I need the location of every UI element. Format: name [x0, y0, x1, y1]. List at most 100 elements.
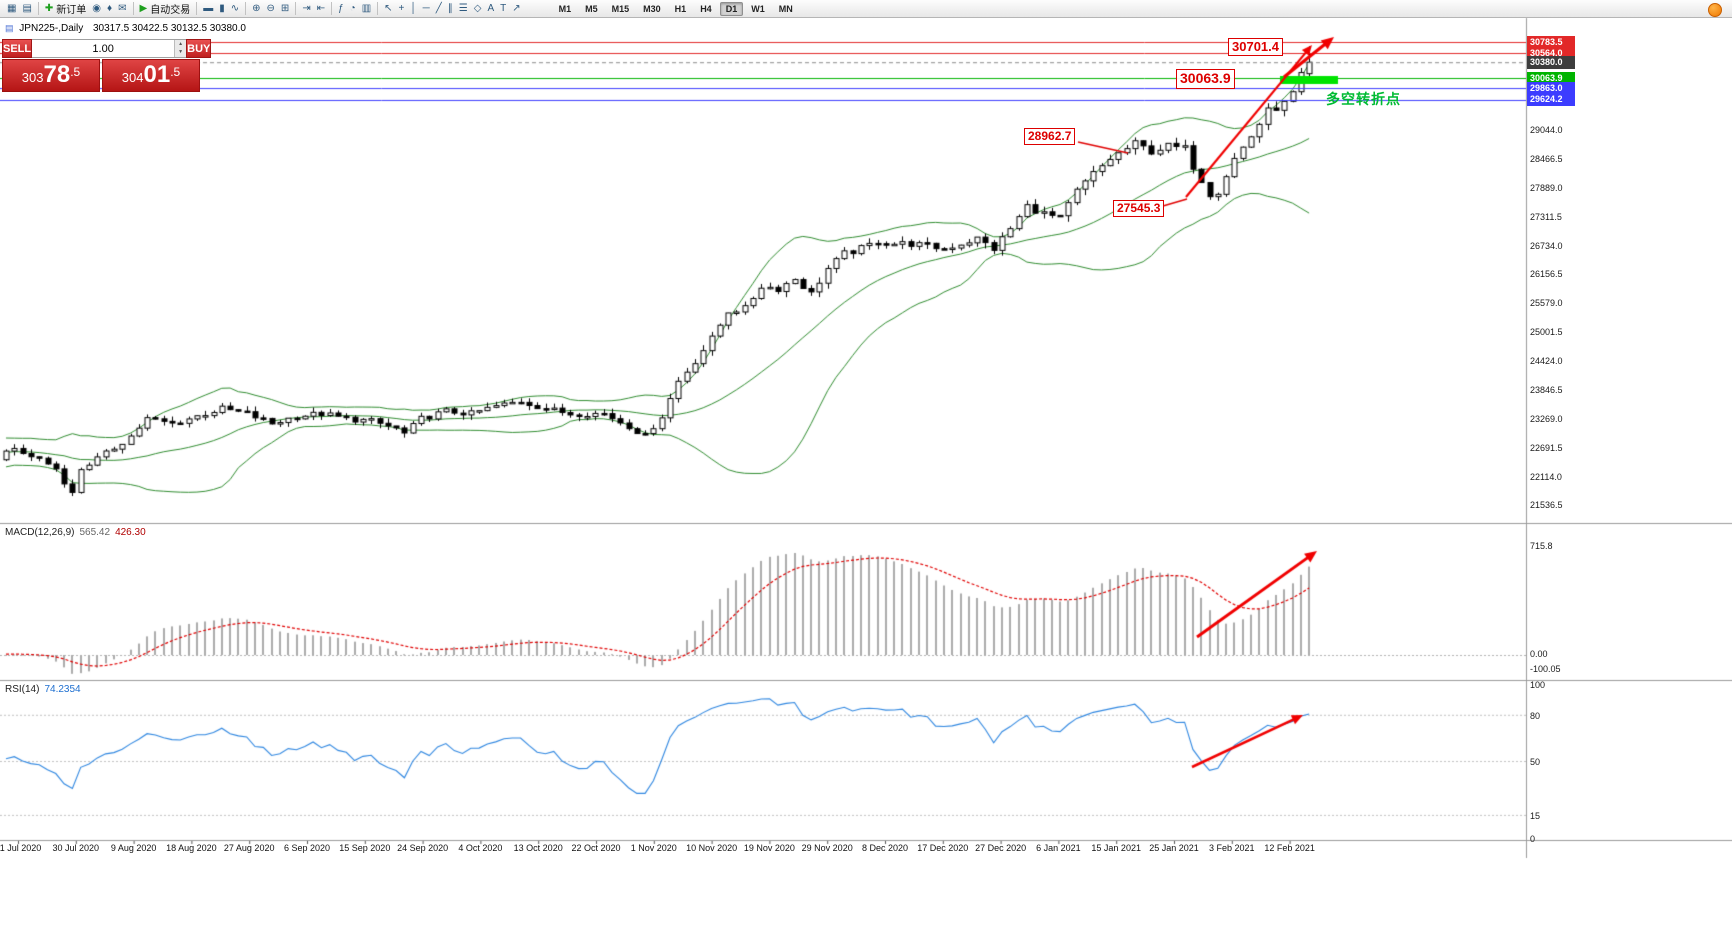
volume-down-button[interactable]: ▼: [175, 48, 187, 57]
horizontal-line-icon[interactable]: ─: [420, 1, 433, 17]
volume-spinner: ▲ ▼: [174, 40, 187, 57]
sell-price-display[interactable]: 303 78.5: [2, 59, 100, 92]
crosshair-icon[interactable]: +: [396, 1, 408, 17]
shapes-icon[interactable]: ◇: [471, 1, 485, 17]
mql5-community-icon[interactable]: ◉: [89, 1, 104, 17]
timeframe-mn[interactable]: MN: [778, 3, 793, 14]
chart-shift-icon[interactable]: ⇤: [314, 1, 328, 17]
volume-up-button[interactable]: ▲: [175, 40, 187, 49]
price-tag: 30063.9: [1527, 71, 1575, 85]
auto-scroll-icon[interactable]: ⇥: [299, 1, 313, 17]
chart-symbol-ohlc: ▤ JPN225-,Daily 30317.5 30422.5 30132.5 …: [5, 23, 246, 34]
buy-price-suffix: .5: [170, 65, 181, 79]
templates-glyph-icon: ▥: [361, 2, 372, 14]
bar-chart-icon[interactable]: ▬: [200, 1, 216, 17]
timeframe-d1[interactable]: D1: [719, 1, 744, 16]
new-order-glyph-icon: ✚: [44, 2, 54, 14]
sell-price-suffix: .5: [70, 65, 81, 79]
alerts-glyph-icon: ♦: [107, 2, 113, 14]
sell-price-big-digits: 78: [43, 61, 71, 88]
toolbar-separator: [295, 2, 297, 15]
notifications-icon[interactable]: [1708, 3, 1722, 17]
text-label-icon[interactable]: T: [497, 1, 509, 17]
autotrading-glyph-icon: ▶: [139, 2, 148, 14]
indicators-icon[interactable]: ƒ: [335, 1, 347, 17]
equidistant-channel-glyph-icon: ∥: [447, 2, 453, 14]
date-axis-label: 25 Jan 2021: [1149, 843, 1199, 853]
price-axis-label: 27889.0: [1530, 182, 1563, 193]
fibonacci-icon[interactable]: ☰: [456, 1, 471, 17]
zoom-in-icon[interactable]: ⊕: [249, 1, 263, 17]
symbol-period-label: JPN225-,Daily: [19, 23, 84, 34]
rsi-axis-label: 80: [1530, 710, 1541, 721]
candlestick-chart-icon[interactable]: ▮: [216, 1, 228, 17]
toolbar: ▦ ▤ ✚ 新订单 ◉ ♦ ✉ ▶ 自动交易 ▬ ▮ ∿ ⊕ ⊖ ⊞ ⇥ ⇤ ƒ ◔ ▥ ↖ + │ ─ ╱ ∥ ☰ ◇ A T ↗ M1 M5…: [0, 0, 1732, 18]
alerts-icon[interactable]: ♦: [104, 1, 115, 17]
price-axis-label: 23269.0: [1530, 413, 1563, 424]
chart-profiles-icon[interactable]: ▤: [19, 1, 34, 17]
new-chart-icon[interactable]: ▦: [4, 1, 19, 17]
price-axis-label: 21536.5: [1530, 500, 1563, 511]
tile-windows-icon[interactable]: ⊞: [278, 1, 292, 17]
macd-main-value: 565.42: [79, 527, 111, 538]
periods-icon[interactable]: ◔: [347, 1, 359, 17]
price-axis-label: 25579.0: [1530, 298, 1563, 309]
timeframe-m15[interactable]: M15: [611, 3, 630, 14]
date-axis-label: 10 Nov 2020: [686, 843, 738, 853]
new-chart-glyph-icon: ▦: [7, 2, 17, 14]
chart-icon: ▤: [5, 23, 14, 33]
macd-axis-label: -100.05: [1530, 664, 1561, 674]
timeframe-m5[interactable]: M5: [585, 3, 598, 14]
toolbar-separator: [37, 2, 39, 15]
buy-price-prefix: 304: [121, 70, 144, 85]
price-tag: 29624.2: [1527, 93, 1575, 107]
chart-shift-glyph-icon: ⇤: [316, 2, 326, 14]
new-order-button-label: 新订单: [56, 5, 87, 16]
new-order-button[interactable]: ✚ 新订单: [42, 1, 89, 17]
line-chart-icon[interactable]: ∿: [228, 1, 242, 17]
timeframe-m1[interactable]: M1: [558, 3, 572, 14]
text-icon[interactable]: A: [484, 1, 497, 17]
date-axis-label: 29 Nov 2020: [801, 843, 853, 853]
horizontal-line-glyph-icon: ─: [422, 2, 430, 14]
buy-button[interactable]: BUY: [186, 39, 212, 58]
date-axis-label: 4 Oct 2020: [458, 843, 503, 853]
cursor-icon[interactable]: ↖: [381, 1, 395, 17]
text-glyph-icon: A: [487, 2, 495, 14]
timeframe-h1[interactable]: H1: [674, 3, 687, 14]
inbox-icon[interactable]: ✉: [115, 1, 129, 17]
macd-axis-label: 715.8: [1530, 541, 1553, 551]
sell-button[interactable]: SELL: [2, 39, 33, 58]
date-axis-label: 6 Sep 2020: [283, 843, 331, 853]
auto-scroll-glyph-icon: ⇥: [302, 2, 311, 14]
volume-input[interactable]: [32, 40, 175, 57]
buy-price-display[interactable]: 304 01.5: [102, 59, 200, 92]
line-chart-glyph-icon: ∿: [230, 2, 240, 14]
date-axis-label: 12 Feb 2021: [1264, 843, 1315, 853]
macd-title: MACD(12,26,9): [5, 527, 75, 538]
inbox-glyph-icon: ✉: [118, 2, 127, 14]
date-axis-label: 9 Aug 2020: [110, 843, 157, 853]
date-axis-label: 18 Aug 2020: [166, 843, 217, 853]
price-axis-label: 26156.5: [1530, 269, 1563, 280]
timeframe-h4[interactable]: H4: [700, 3, 712, 14]
date-axis-label: 27 Dec 2020: [975, 843, 1027, 853]
candlestick-chart-glyph-icon: ▮: [219, 2, 225, 14]
equidistant-channel-icon[interactable]: ∥: [445, 1, 456, 17]
timeframe-m30[interactable]: M30: [643, 3, 661, 14]
zoom-out-icon[interactable]: ⊖: [264, 1, 278, 17]
date-axis-label: 13 Oct 2020: [513, 843, 563, 853]
price-callout: 30701.4: [1228, 38, 1283, 57]
timeframe-w1[interactable]: W1: [751, 3, 765, 14]
rsi-axis-label: 50: [1530, 757, 1541, 767]
arrow-objects-icon[interactable]: ↗: [509, 1, 523, 17]
tile-windows-glyph-icon: ⊞: [280, 2, 290, 14]
vertical-line-icon[interactable]: │: [407, 1, 419, 17]
trendline-icon[interactable]: ╱: [433, 1, 445, 17]
shapes-glyph-icon: ◇: [473, 2, 482, 14]
zoom-out-glyph-icon: ⊖: [266, 2, 275, 14]
templates-icon[interactable]: ▥: [359, 1, 374, 17]
autotrading-button[interactable]: ▶ 自动交易: [137, 1, 194, 17]
